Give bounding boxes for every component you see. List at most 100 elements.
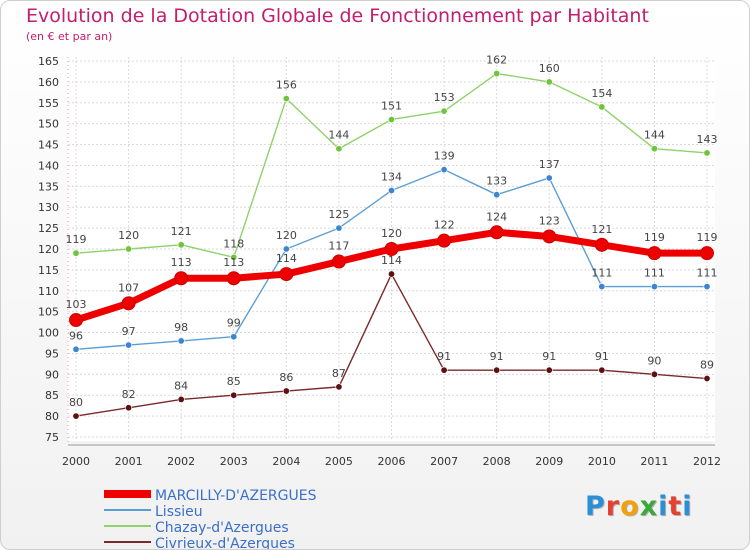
data-label: 119 [66,233,87,246]
data-label: 156 [276,79,297,92]
data-point [650,283,658,291]
data-point [72,412,80,420]
data-point [489,225,504,240]
data-point [703,375,711,383]
data-label: 113 [171,256,192,269]
data-label: 97 [122,325,136,338]
data-label: 107 [118,281,139,294]
x-tick-label: 2001 [115,455,143,468]
x-tick-label: 2010 [588,455,616,468]
data-label: 85 [227,375,241,388]
data-label: 118 [223,237,244,250]
data-label: 160 [539,62,560,75]
data-point [387,187,395,195]
x-tick-label: 2000 [62,455,90,468]
data-label: 80 [69,396,83,409]
data-point [335,145,343,153]
data-label: 121 [171,225,192,238]
data-label: 91 [595,350,609,363]
data-point [69,313,83,328]
y-tick-label: 150 [38,118,59,131]
data-point [335,224,343,232]
data-label: 144 [644,129,665,142]
data-label: 103 [66,298,87,311]
x-tick-label: 2002 [167,455,195,468]
data-point [545,366,553,374]
data-point [650,370,658,378]
y-tick-label: 125 [38,222,59,235]
data-point [647,246,662,261]
data-label: 125 [328,208,349,221]
data-point [72,249,80,257]
data-point [121,296,136,311]
x-tick-label: 2009 [535,455,563,468]
data-point [331,254,346,269]
data-point [177,395,185,403]
data-point [493,70,501,78]
y-tick-label: 80 [45,410,59,423]
y-tick-label: 95 [45,347,59,360]
data-point [174,271,189,286]
data-label: 121 [591,223,612,236]
data-point [545,78,553,86]
data-label: 91 [490,350,504,363]
data-point [125,404,133,412]
data-point [440,107,448,115]
data-label: 96 [69,329,83,342]
logo-letter: i [658,491,669,522]
data-point [384,242,399,256]
x-tick-label: 2007 [430,455,458,468]
data-label: 91 [437,350,451,363]
chart-subtitle: (en € et par an) [26,30,113,43]
data-point [125,341,133,349]
data-point [542,229,557,244]
data-label: 117 [328,240,349,253]
y-tick-label: 105 [38,306,59,319]
data-point [177,337,185,345]
data-label: 98 [174,321,188,334]
data-label: 87 [332,367,346,380]
data-point [545,174,553,182]
data-label: 82 [122,388,136,401]
logo-letter: i [682,491,693,522]
x-tick-label: 2004 [272,455,300,468]
data-label: 137 [539,158,560,171]
data-label: 123 [539,214,560,227]
x-tick-label: 2011 [640,455,668,468]
data-label: 162 [486,54,507,67]
data-point [703,149,711,157]
x-tick-label: 2006 [378,455,406,468]
data-point [125,245,133,253]
data-label: 89 [700,359,714,372]
data-point [230,253,238,261]
data-label: 119 [644,231,665,244]
data-label: 111 [591,267,612,280]
y-tick-label: 120 [38,243,59,256]
data-point [279,267,294,282]
logo-letter: o [620,491,640,522]
data-point [650,145,658,153]
data-label: 84 [174,379,188,392]
data-label: 133 [486,175,507,188]
data-label: 91 [542,350,556,363]
x-tick-label: 2008 [483,455,511,468]
logo-letter: P [585,491,606,522]
data-point [440,366,448,374]
data-point [598,283,606,291]
y-tick-label: 155 [38,97,59,110]
data-point [230,391,238,399]
data-point [177,241,185,249]
y-tick-label: 115 [38,264,59,277]
legend-label: Lissieu [155,504,203,520]
data-point [598,366,606,374]
logo-letter: x [639,491,659,522]
y-tick-label: 75 [45,431,59,444]
data-label: 120 [276,229,297,242]
data-point [493,191,501,199]
data-label: 151 [381,99,402,112]
data-point [282,245,290,253]
legend-label: MARCILLY-D'AZERGUES [155,488,317,504]
data-label: 154 [591,87,612,100]
